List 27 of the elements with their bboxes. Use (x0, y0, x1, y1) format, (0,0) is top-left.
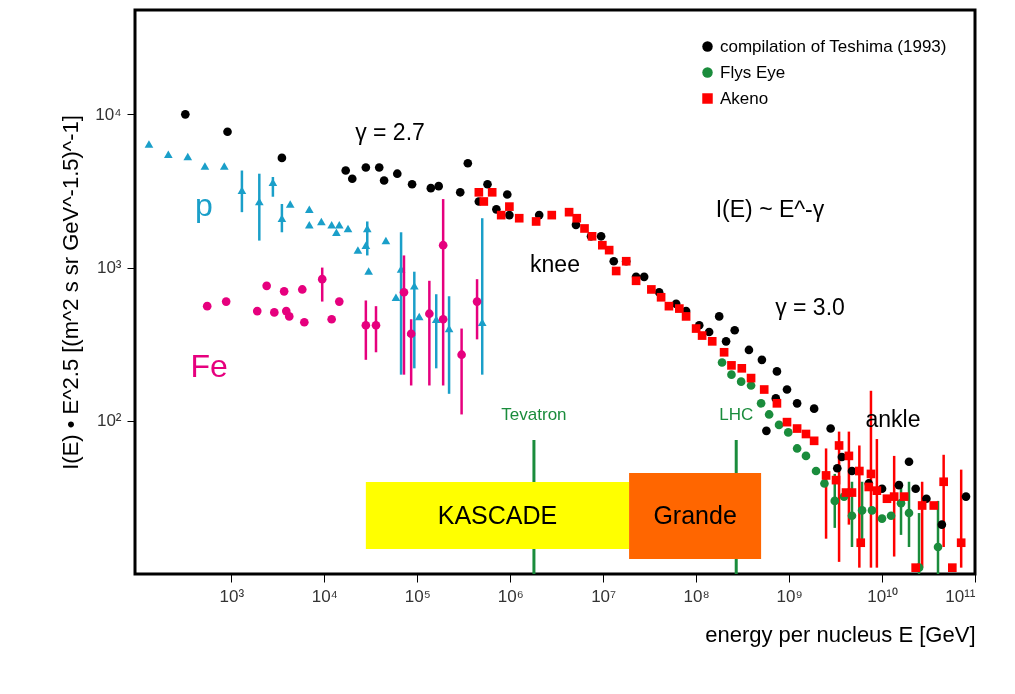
x-tick-label: 10⁷ (591, 586, 617, 606)
series-label: Fe (190, 348, 228, 385)
y-tick-label: 10² (96, 411, 122, 431)
x-tick-label: 10⁸ (683, 586, 710, 606)
y-tick-label: 10³ (96, 258, 122, 278)
ref-line-label: Tevatron (501, 405, 567, 424)
legend-label: compilation of Teshima (1993) (720, 36, 947, 56)
annotation: γ = 2.7 (355, 119, 425, 145)
x-tick-label: 10⁴ (311, 586, 338, 606)
y-axis-title: I(E) • E^2.5 [(m^2 s sr GeV^-1.5)^-1] (58, 115, 84, 470)
x-tick-label: 10³ (219, 586, 245, 606)
band-label: KASCADE (437, 500, 558, 529)
x-tick-label: 10¹¹ (945, 586, 976, 606)
legend-label: Flys Eye (720, 62, 786, 82)
ref-line-label: LHC (719, 405, 754, 424)
x-axis-title: energy per nucleus E [GeV] (705, 621, 976, 647)
annotation: knee (530, 251, 580, 277)
annotation: γ = 3.0 (775, 294, 845, 320)
x-tick-label: 10¹⁰ (867, 586, 898, 606)
legend-label: Akeno (720, 88, 769, 108)
series-label: p (195, 187, 213, 224)
x-tick-label: 10⁵ (404, 586, 431, 606)
x-tick-label: 10⁹ (776, 586, 803, 606)
y-tick-label: 10⁴ (95, 104, 122, 124)
annotation: I(E) ~ E^-γ (715, 196, 825, 222)
band-label: Grande (653, 501, 737, 529)
x-tick-label: 10⁶ (497, 586, 524, 606)
